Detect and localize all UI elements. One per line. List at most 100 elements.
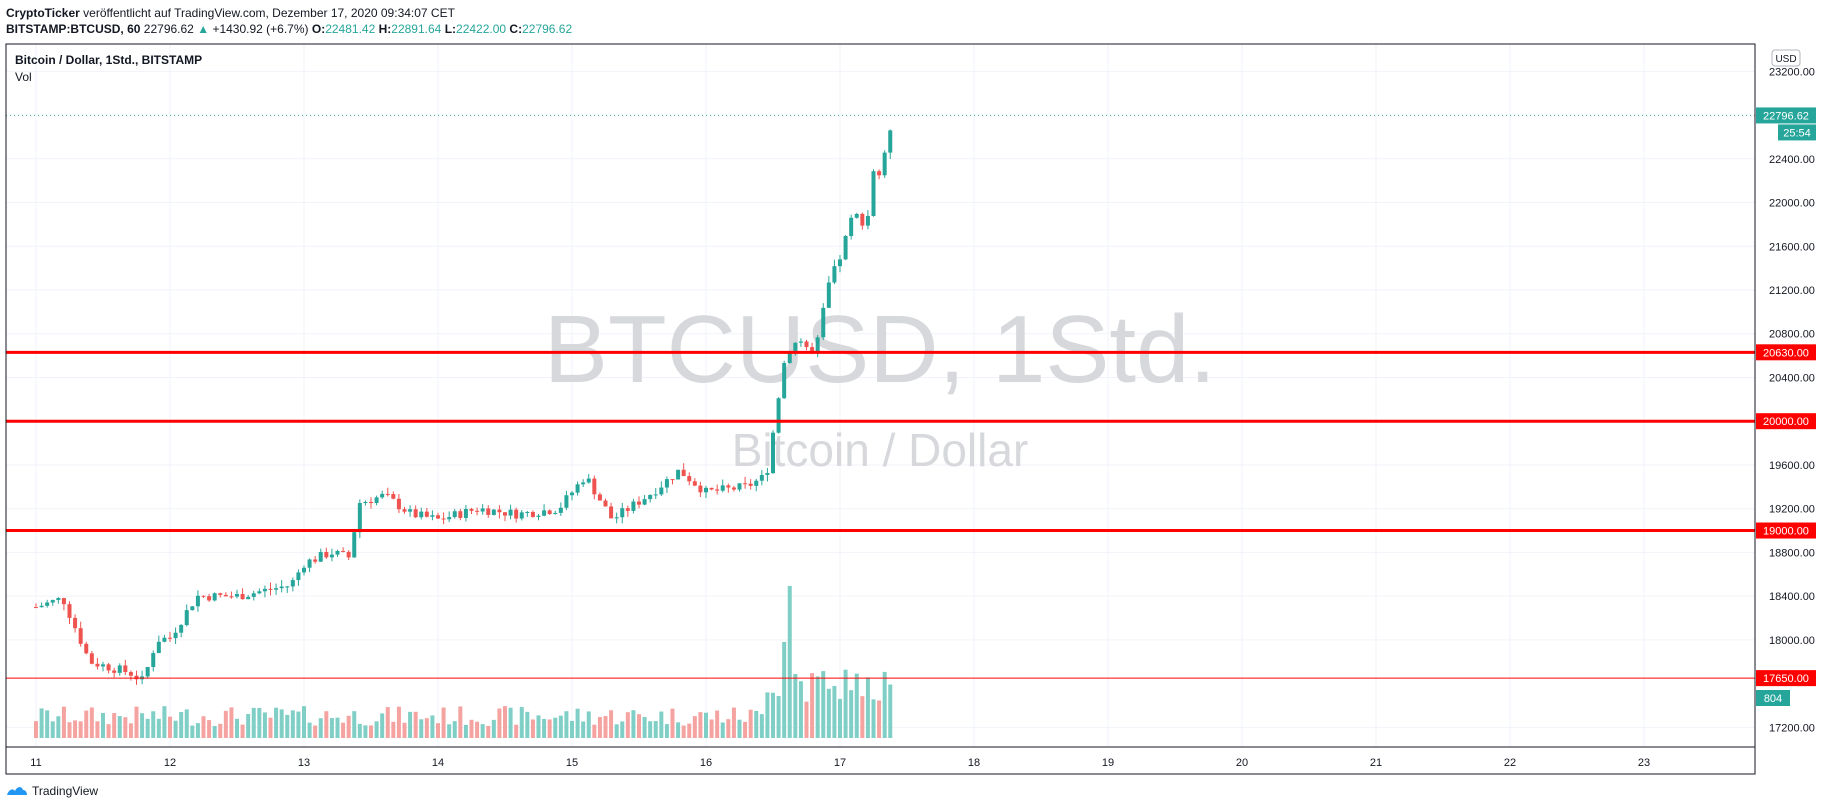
volume-bar xyxy=(625,712,630,738)
candle-body xyxy=(67,604,72,618)
candle-body xyxy=(759,474,764,481)
volume-bar xyxy=(162,706,167,738)
last-price-badge xyxy=(1756,107,1816,124)
volume-bar xyxy=(190,725,195,738)
candle-body xyxy=(815,337,820,353)
candle-body xyxy=(89,653,94,664)
candle-body xyxy=(246,596,251,600)
volume-bar xyxy=(759,714,764,738)
currency-label: USD xyxy=(1775,54,1796,65)
candle-body xyxy=(179,625,184,633)
volume-bar xyxy=(849,690,854,738)
time-tick-label: 16 xyxy=(700,757,712,769)
volume-bar xyxy=(145,718,150,738)
volume-bar xyxy=(235,718,239,738)
countdown-badge xyxy=(1778,124,1816,141)
volume-bar xyxy=(798,681,803,738)
candle-body xyxy=(268,588,273,590)
candle-body xyxy=(553,512,558,514)
volume-bar xyxy=(89,707,94,738)
candle-body xyxy=(95,663,100,667)
candle-body xyxy=(726,485,731,488)
volume-bar xyxy=(151,711,156,738)
candle-body xyxy=(123,665,128,673)
volume-bar xyxy=(737,719,742,738)
candle-body xyxy=(771,432,775,474)
volume-bar xyxy=(597,716,602,738)
volume-bar xyxy=(810,673,815,738)
candle-body xyxy=(318,551,323,562)
volume-bars xyxy=(34,586,893,738)
candle-body xyxy=(570,492,574,496)
candle-body xyxy=(402,509,407,512)
tradingview-logo-icon xyxy=(7,787,27,795)
volume-bar xyxy=(547,719,552,738)
candle-body xyxy=(117,665,122,673)
author-name[interactable]: CryptoTicker xyxy=(6,6,80,20)
candle-body xyxy=(860,213,865,226)
volume-bar xyxy=(419,719,424,738)
candle-body xyxy=(335,550,340,555)
volume-bar xyxy=(575,708,580,738)
time-tick-label: 23 xyxy=(1638,757,1650,769)
candle-body xyxy=(447,517,452,520)
candle-body xyxy=(575,484,580,493)
volume-bar xyxy=(39,708,44,738)
volume-bar xyxy=(871,699,876,738)
candle-body xyxy=(329,554,334,558)
volume-bar xyxy=(73,720,78,738)
candle-body xyxy=(229,596,234,598)
footer[interactable]: TradingView xyxy=(6,784,98,798)
candle-body xyxy=(888,130,893,153)
volume-bar xyxy=(715,710,720,738)
volume-bar xyxy=(212,725,217,738)
level-badge xyxy=(1756,670,1816,687)
volume-bar xyxy=(804,701,809,738)
volume-bar xyxy=(324,711,329,738)
candle-body xyxy=(156,641,161,654)
price-axis[interactable]: 23200.00 22400.00 22000.00 21600.00 21200.00… xyxy=(1769,66,1815,734)
volume-bar xyxy=(821,671,826,738)
volume-bar xyxy=(854,673,859,738)
candle-body xyxy=(162,637,167,642)
price-tick-label: 17200.00 xyxy=(1769,722,1815,734)
volume-bar xyxy=(882,671,887,738)
candle-body xyxy=(212,593,217,601)
volume-bar xyxy=(659,711,664,738)
volume-bar xyxy=(452,721,457,738)
candle-body xyxy=(491,509,496,515)
currency-badge[interactable]: USD xyxy=(1771,49,1801,67)
watermark-main: BTCUSD, 1Std. xyxy=(544,296,1216,403)
candle-body xyxy=(776,398,781,433)
candle-body xyxy=(882,152,887,176)
volume-bar xyxy=(179,712,184,738)
volume-bar xyxy=(307,722,312,738)
volume-bar xyxy=(815,676,820,738)
volume-bar xyxy=(503,706,507,738)
volume-bar xyxy=(614,724,619,738)
candle-body xyxy=(832,266,837,283)
candle-body xyxy=(525,511,530,513)
symbol-label: BITSTAMP:BTCUSD, 60 xyxy=(6,22,141,36)
candle-body xyxy=(413,509,418,518)
candle-body xyxy=(39,605,44,608)
candle-body xyxy=(782,362,787,399)
time-tick-label: 18 xyxy=(968,757,980,769)
volume-bar xyxy=(391,721,396,738)
volume-bar xyxy=(240,724,245,738)
candle-body xyxy=(279,586,284,589)
volume-bar xyxy=(637,714,641,738)
volume-bar xyxy=(380,713,385,738)
volume-bar xyxy=(229,707,234,738)
volume-bar xyxy=(201,716,206,738)
volume-bar xyxy=(34,721,38,738)
volume-bar xyxy=(497,708,502,738)
volume-bar xyxy=(335,717,340,738)
price-tick-label: 18800.00 xyxy=(1769,547,1815,559)
volume-bar xyxy=(268,717,273,738)
candle-body xyxy=(519,512,524,519)
candle-body xyxy=(396,498,401,510)
candle-body xyxy=(324,551,329,558)
time-axis[interactable]: 11 12 13 14 15 16 17 18 19 20 21 22 23 xyxy=(30,757,1650,769)
